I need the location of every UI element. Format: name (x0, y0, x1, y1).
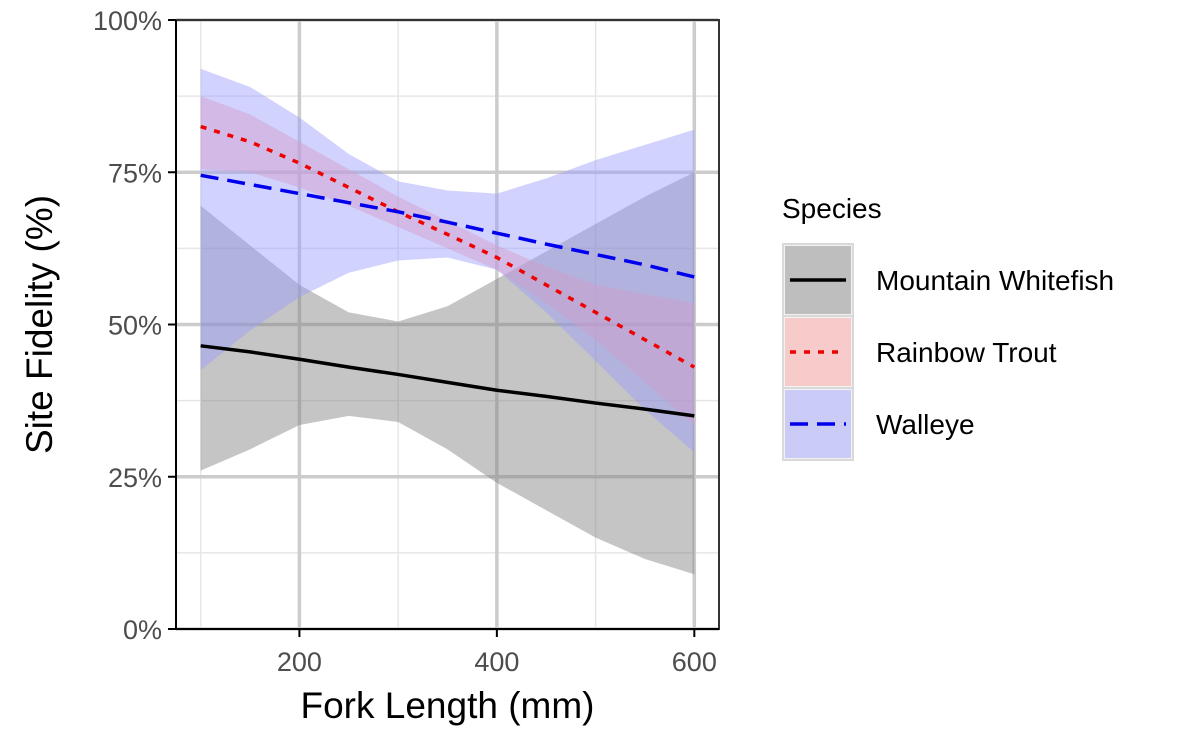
y-axis: 0% 25% 50% 75% 100% (93, 6, 177, 645)
y-tick-label: 100% (93, 6, 162, 36)
x-tick-label: 200 (277, 647, 322, 677)
y-axis-title: Site Fidelity (%) (19, 195, 60, 454)
x-axis-title: Fork Length (mm) (300, 685, 594, 726)
series-lines (200, 124, 696, 418)
y-tick-label: 0% (123, 615, 162, 645)
legend-title: Species (782, 193, 882, 224)
y-tick-label: 25% (108, 463, 162, 493)
legend-item-walleye: Walleye (782, 387, 975, 461)
legend-label: Mountain Whitefish (876, 265, 1114, 296)
ribbon-walleye (200, 68, 695, 453)
y-tick-label: 50% (108, 311, 162, 341)
x-tick-label: 600 (672, 647, 717, 677)
legend-item-mountain-whitefish: Mountain Whitefish (782, 243, 1114, 317)
line-mountain-whitefish (200, 344, 695, 418)
ribbon-mountain-whitefish (200, 172, 695, 575)
line-walleye (200, 173, 695, 279)
line-rainbow-trout (200, 124, 696, 369)
legend-item-rainbow-trout: Rainbow Trout (782, 315, 1057, 389)
x-tick-label: 400 (474, 647, 519, 677)
legend-items: Mountain Whitefish Rainbow Trout Walleye (782, 243, 1114, 461)
legend-label: Walleye (876, 409, 975, 440)
legend: Species Mountain Whitefish Rainbow Trout W… (782, 193, 1114, 461)
confidence-ribbons (200, 68, 695, 575)
y-tick-label: 75% (108, 158, 162, 188)
x-axis: 200 400 600 (176, 628, 719, 677)
legend-label: Rainbow Trout (876, 337, 1057, 368)
ribbon-rainbow-trout (200, 96, 695, 425)
